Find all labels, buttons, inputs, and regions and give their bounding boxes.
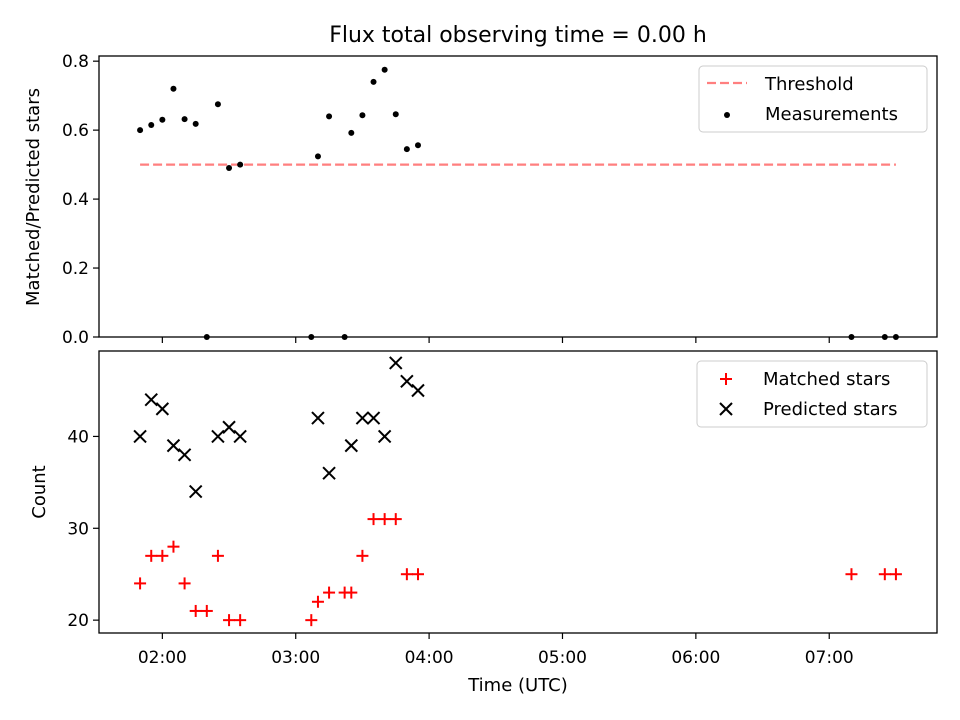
top-y-tick-label: 0.2 xyxy=(62,259,89,279)
matched-star-point xyxy=(178,577,191,590)
top-y-tick-label: 0.6 xyxy=(62,121,89,141)
chart-title: Flux total observing time = 0.00 h xyxy=(329,23,707,48)
predicted-star-point xyxy=(133,429,147,444)
predicted-star-point xyxy=(144,392,158,407)
measurement-point xyxy=(159,116,166,123)
top-y-tick-label: 0.4 xyxy=(62,190,89,210)
predicted-star-point xyxy=(389,356,403,370)
matched-star-point xyxy=(378,513,391,526)
bottom-y-axis-label: Count xyxy=(29,465,50,518)
matched-star-point xyxy=(311,595,324,608)
predicted-star-point xyxy=(166,438,181,453)
bottom-panel: 20 30 40 02:00 03:00 04:00 05:00 06:00 07:00 Co… xyxy=(29,350,938,696)
predicted-star-point xyxy=(222,420,236,434)
top-y-axis-label: Matched/Predicted stars xyxy=(23,88,44,306)
bottom-y-tick-label: 20 xyxy=(67,611,89,631)
legend-matched-label: Matched stars xyxy=(763,369,890,390)
matched-star-point xyxy=(234,614,247,627)
measurement-point xyxy=(170,85,177,92)
measurement-point xyxy=(348,129,355,136)
predicted-star-point xyxy=(177,448,192,462)
matched-star-point xyxy=(134,577,147,590)
x-axis-label: Time (UTC) xyxy=(467,675,568,696)
legend-predicted-label: Predicted stars xyxy=(763,399,897,420)
measurement-point xyxy=(359,112,366,119)
matched-star-point xyxy=(223,614,236,627)
x-tick-label: 04:00 xyxy=(405,648,454,668)
measurement-point xyxy=(192,120,199,127)
matched-star-point xyxy=(305,614,318,627)
predicted-star-point xyxy=(233,429,247,444)
predicted-star-point xyxy=(344,438,359,453)
predicted-star-point xyxy=(311,411,325,425)
predicted-star-point xyxy=(377,429,392,444)
predicted-star-point xyxy=(211,429,225,444)
predicted-star-point xyxy=(411,383,425,398)
matched-star-point xyxy=(211,549,224,562)
matched-star-point xyxy=(889,568,902,581)
measurement-point xyxy=(403,146,410,153)
top-panel: 0.00.20.40.60.8 Matched/Predicted stars … xyxy=(23,52,938,348)
predicted-star-point xyxy=(188,484,203,499)
matched-star-point xyxy=(145,549,158,562)
top-axes-frame xyxy=(98,55,938,338)
x-tick-label: 03:00 xyxy=(271,648,320,668)
measurement-point xyxy=(237,161,244,168)
legend-matched-swatch xyxy=(720,373,732,385)
predicted-star-point xyxy=(366,411,381,425)
top-y-tick-label: 0.0 xyxy=(62,328,89,348)
measurement-point xyxy=(381,66,388,73)
measurement-point xyxy=(137,127,144,134)
x-tick-label: 06:00 xyxy=(671,648,720,668)
matched-star-point xyxy=(845,568,858,581)
x-tick-label: 02:00 xyxy=(138,648,187,668)
matched-star-point xyxy=(200,604,213,617)
predicted-star-point xyxy=(400,374,414,389)
x-tick-label: 07:00 xyxy=(805,648,854,668)
measurement-point xyxy=(181,116,188,123)
measurement-point xyxy=(326,113,333,120)
bottom-axes-frame xyxy=(98,350,938,634)
legend-predicted-swatch xyxy=(719,402,733,416)
measurement-point xyxy=(148,121,155,128)
top-legend: Threshold Measurements xyxy=(698,65,928,133)
predicted-star-point xyxy=(355,411,370,425)
matched-star-point xyxy=(411,568,424,581)
measurement-point xyxy=(414,142,421,149)
legend-measurements-label: Measurements xyxy=(765,104,898,125)
matched-star-point xyxy=(367,513,380,526)
bottom-legend: Matched stars Predicted stars xyxy=(696,360,928,428)
matched-star-point xyxy=(356,549,369,562)
matched-star-point xyxy=(156,549,169,562)
predicted-star-point xyxy=(155,402,170,416)
predicted-star-point xyxy=(322,466,336,480)
matched-star-point xyxy=(400,568,413,581)
matched-star-point xyxy=(389,513,402,526)
measurement-point xyxy=(392,111,399,118)
matched-star-point xyxy=(189,604,202,617)
x-tick-label: 05:00 xyxy=(538,648,587,668)
matched-star-point xyxy=(167,540,180,553)
bottom-y-tick-label: 30 xyxy=(67,519,89,539)
measurement-point xyxy=(226,165,233,172)
measurement-point xyxy=(370,78,377,85)
matched-star-point xyxy=(345,586,358,599)
matched-star-point xyxy=(878,568,891,581)
measurement-point xyxy=(214,101,221,108)
matched-star-point xyxy=(323,586,336,599)
bottom-y-tick-label: 40 xyxy=(67,427,89,447)
legend-measurements-swatch xyxy=(724,112,730,118)
top-y-tick-label: 0.8 xyxy=(62,52,89,72)
measurement-point xyxy=(314,153,321,160)
legend-threshold-label: Threshold xyxy=(764,74,854,95)
